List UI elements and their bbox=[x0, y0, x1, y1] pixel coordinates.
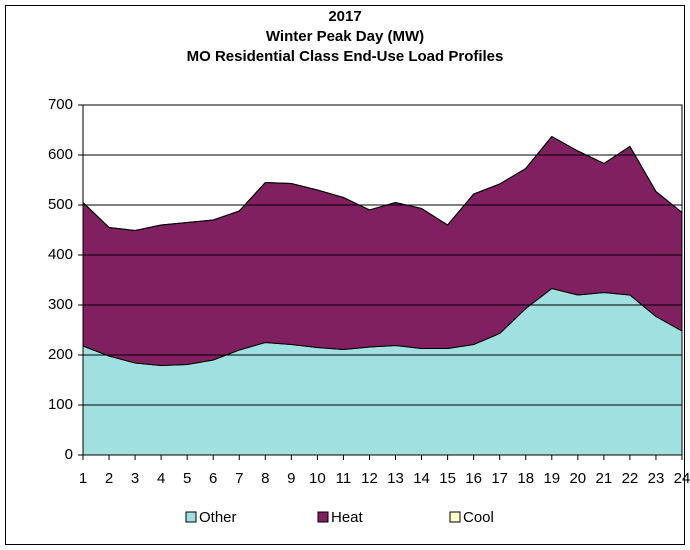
plot-border bbox=[82, 104, 683, 456]
y-tick-label: 100 bbox=[48, 396, 73, 413]
x-tick-label: 15 bbox=[439, 470, 456, 487]
x-tick-label: 9 bbox=[287, 470, 295, 487]
x-tick-label: 8 bbox=[261, 470, 269, 487]
legend-label: Heat bbox=[331, 509, 364, 526]
y-tick-label: 500 bbox=[48, 196, 73, 213]
x-tick-label: 18 bbox=[517, 470, 534, 487]
x-tick-label: 1 bbox=[79, 470, 87, 487]
x-tick-label: 13 bbox=[387, 470, 404, 487]
x-tick-label: 6 bbox=[209, 470, 217, 487]
y-tick-label: 300 bbox=[48, 296, 73, 313]
chart-title: Winter Peak Day (MW) bbox=[266, 28, 424, 45]
x-tick-label: 7 bbox=[235, 470, 243, 487]
y-tick-label: 200 bbox=[48, 346, 73, 363]
y-tick-label: 700 bbox=[48, 96, 73, 113]
y-tick-label: 0 bbox=[65, 446, 73, 463]
y-tick-label: 600 bbox=[48, 146, 73, 163]
x-tick-label: 20 bbox=[569, 470, 586, 487]
x-tick-label: 4 bbox=[157, 470, 165, 487]
x-tick-label: 19 bbox=[543, 470, 560, 487]
legend-swatch bbox=[449, 511, 461, 523]
chart-title: MO Residential Class End-Use Load Profil… bbox=[187, 48, 504, 65]
x-tick-label: 3 bbox=[131, 470, 139, 487]
x-tick-label: 14 bbox=[413, 470, 430, 487]
legend-swatch bbox=[185, 511, 197, 523]
x-tick-label: 2 bbox=[105, 470, 113, 487]
x-tick-label: 23 bbox=[648, 470, 665, 487]
legend-swatch bbox=[317, 511, 329, 523]
y-tick-label: 400 bbox=[48, 246, 73, 263]
x-tick-label: 5 bbox=[183, 470, 191, 487]
x-tick-label: 21 bbox=[596, 470, 613, 487]
chart-title: 2017 bbox=[328, 8, 361, 25]
x-tick-label: 16 bbox=[465, 470, 482, 487]
x-tick-label: 12 bbox=[361, 470, 378, 487]
legend-label: Cool bbox=[463, 509, 494, 526]
x-tick-label: 10 bbox=[309, 470, 326, 487]
x-tick-label: 17 bbox=[491, 470, 508, 487]
legend-label: Other bbox=[199, 509, 237, 526]
x-tick-label: 24 bbox=[674, 470, 690, 487]
x-tick-label: 11 bbox=[336, 470, 352, 487]
x-tick-label: 22 bbox=[622, 470, 639, 487]
